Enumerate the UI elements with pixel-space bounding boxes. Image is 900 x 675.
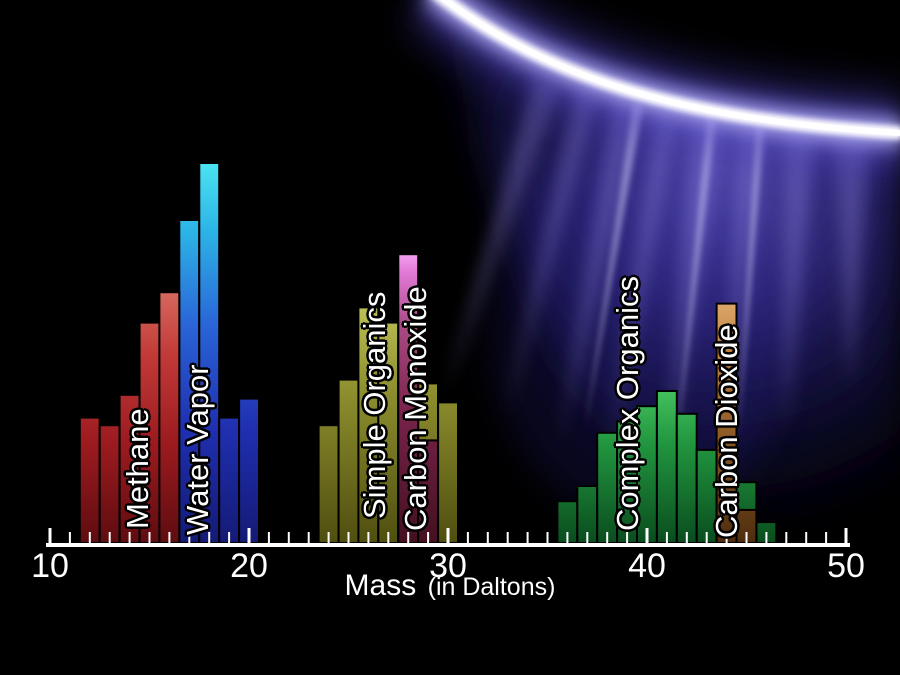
x-axis-minor-tick — [148, 532, 151, 543]
x-axis-minor-tick — [685, 532, 688, 543]
x-axis — [46, 528, 850, 547]
x-tick-label: 20 — [230, 547, 268, 585]
peak-label-water-vapor: Water Vapor — [180, 364, 215, 535]
x-axis-minor-tick — [168, 532, 171, 543]
x-tick-label: 10 — [31, 547, 69, 585]
histogram-bar — [317, 424, 340, 545]
x-axis-minor-tick — [327, 532, 330, 543]
x-axis-minor-tick — [526, 532, 529, 543]
x-axis-minor-tick — [427, 532, 430, 543]
x-axis-minor-tick — [785, 532, 788, 543]
x-axis-minor-tick — [267, 532, 270, 543]
x-axis-minor-tick — [765, 532, 768, 543]
histogram-bar — [218, 416, 241, 545]
histogram-bars — [78, 162, 778, 545]
x-axis-minor-tick — [208, 532, 211, 543]
x-axis-minor-tick — [805, 532, 808, 543]
x-axis-minor-tick — [347, 532, 350, 543]
x-axis-minor-tick — [88, 532, 91, 543]
histogram-bar — [158, 291, 181, 545]
x-axis-minor-tick — [108, 532, 111, 543]
x-axis-minor-tick — [725, 532, 728, 543]
x-axis-title-main: Mass — [344, 569, 417, 602]
x-axis-minor-tick — [606, 532, 609, 543]
x-axis-minor-tick — [287, 532, 290, 543]
x-axis-minor-tick — [387, 532, 390, 543]
x-axis-minor-tick — [188, 532, 191, 543]
x-axis-major-tick — [247, 528, 251, 543]
peak-label-carbon-dioxide: Carbon Dioxide — [709, 324, 744, 538]
plume-jets-bright — [585, 102, 764, 450]
x-axis-minor-tick — [228, 532, 231, 543]
x-axis-minor-tick — [307, 532, 310, 543]
plume-haze — [490, 140, 790, 520]
limb-core — [440, 0, 900, 136]
peak-label-simple-organics: Simple Organics — [357, 291, 392, 519]
peak-label-carbon-monoxide: Carbon Monoxide — [398, 286, 433, 531]
x-axis-minor-tick — [68, 532, 71, 543]
x-axis-minor-tick — [705, 532, 708, 543]
x-axis-minor-tick — [566, 532, 569, 543]
x-axis-minor-tick — [626, 532, 629, 543]
x-axis-major-tick — [48, 528, 52, 543]
x-axis-minor-tick — [367, 532, 370, 543]
peak-label-methane: Methane — [120, 408, 155, 529]
histogram-bar — [238, 397, 261, 544]
x-axis-minor-tick — [745, 532, 748, 543]
enceladus-plume-image — [404, 0, 900, 520]
x-axis-major-tick — [645, 528, 649, 543]
x-axis-minor-tick — [407, 532, 410, 543]
x-axis-line — [46, 543, 850, 547]
x-axis-title-unit: (in Daltons) — [427, 573, 556, 601]
x-tick-label: 30 — [429, 547, 467, 585]
x-axis-minor-tick — [466, 532, 469, 543]
x-axis-title: Mass (in Daltons) — [0, 569, 900, 603]
histogram-bar — [337, 378, 360, 544]
x-axis-minor-tick — [506, 532, 509, 543]
x-axis-minor-tick — [128, 532, 131, 543]
histogram-bar — [675, 412, 698, 544]
x-tick-label: 50 — [827, 547, 865, 585]
x-axis-minor-tick — [546, 532, 549, 543]
x-axis-minor-tick — [665, 532, 668, 543]
x-axis-minor-tick — [586, 532, 589, 543]
peak-label-complex-organics: Complex Organics — [610, 276, 645, 531]
histogram-bar — [437, 401, 460, 544]
histogram-bar — [78, 416, 101, 545]
histogram-bar — [98, 424, 121, 545]
x-axis-major-tick — [446, 528, 450, 543]
x-axis-minor-tick — [486, 532, 489, 543]
x-tick-label: 40 — [628, 547, 666, 585]
x-axis-minor-tick — [825, 532, 828, 543]
histogram-bar — [655, 390, 678, 544]
x-axis-major-tick — [844, 528, 848, 543]
